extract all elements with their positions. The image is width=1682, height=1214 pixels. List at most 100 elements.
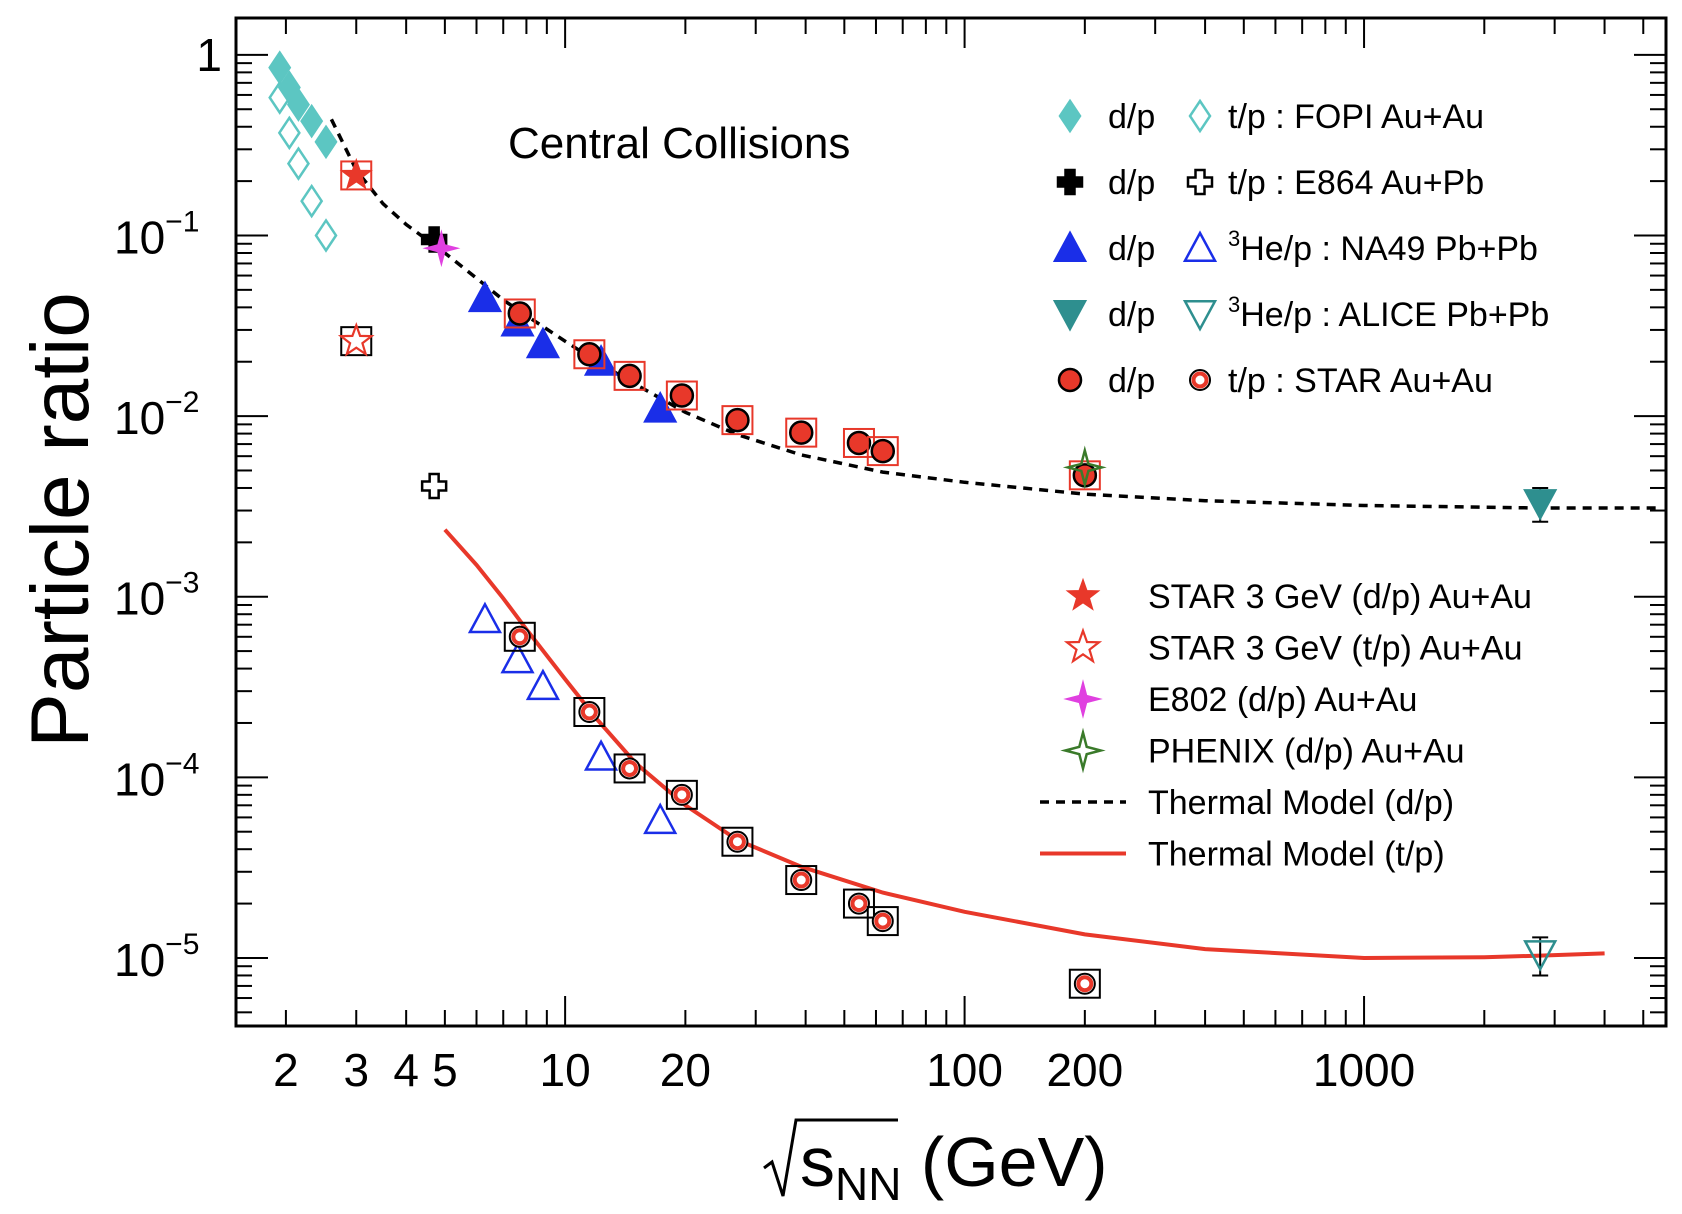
star-d-p-sys-box (1068, 460, 1101, 491)
legend-marker (1065, 577, 1101, 611)
legend-marker-b (1186, 168, 1214, 196)
thermal-model-tp-curve (443, 528, 1605, 961)
y-tick-label-exponent: −3 (165, 567, 199, 600)
star-t-p-point-inner (1076, 975, 1094, 993)
x-label-s: s (800, 1123, 835, 1201)
y-tick-label: 10−3 (114, 567, 199, 625)
legend-marker-b (1182, 230, 1218, 262)
na49-d-p-point (525, 326, 561, 359)
legend-label-b: 3He/p : NA49 Pb+Pb (1228, 226, 1538, 268)
x-axis-label: sNN (GeV) (763, 1118, 1108, 1210)
x-tick-label: 200 (1046, 1044, 1123, 1096)
star-d-p-point (725, 407, 750, 433)
legend-bottom-right: STAR 3 GeV (d/p) Au+Au STAR 3 GeV (t/p) A… (1040, 577, 1532, 874)
star-3-gev-d-p-au-au-point (339, 157, 373, 190)
na49-3he-p-point (525, 668, 561, 701)
fopi-t-p-point (268, 80, 292, 115)
x-tick-label: 4 (393, 1044, 419, 1096)
star-d-p-point (507, 301, 533, 326)
y-axis-label: Particle ratio (15, 292, 106, 748)
legend-marker-a (1057, 367, 1083, 393)
legend-label-b: t/p : FOPI Au+Au (1228, 98, 1484, 136)
star-d-p-point (788, 420, 814, 445)
legend-label: Thermal Model (t/p) (1148, 836, 1445, 874)
star-t-p-point-inner (621, 759, 639, 777)
na49-3he-p-point (467, 601, 503, 634)
fopi-t-p-point (286, 146, 310, 181)
x-tick-label: 1000 (1313, 1044, 1415, 1096)
star-d-p-sys-box (573, 339, 606, 370)
y-tick-label-exponent: −1 (165, 205, 199, 238)
star-t-p-sys-box (842, 888, 875, 919)
phenix-d-p-au-au-point (1062, 445, 1107, 490)
y-tick-label-exponent: −2 (165, 386, 199, 419)
star-d-p-sys-box (866, 436, 899, 467)
alice-d-p-point (1523, 489, 1558, 521)
y-tick-label: 10−4 (114, 747, 199, 805)
x-tick-label: 2 (273, 1044, 299, 1096)
fopi-d-p-point (286, 87, 310, 122)
star-d-p-sys-box (785, 417, 818, 448)
star-d-p-sys-box (665, 380, 698, 411)
y-tick-label-base: 10 (114, 211, 165, 263)
legend-label-a: d/p (1108, 164, 1155, 202)
na49-3he-p-point (643, 802, 678, 835)
fopi-d-p-point (300, 103, 324, 139)
legend-superscript: 3 (1228, 292, 1240, 317)
y-tick-label-base: 10 (114, 934, 165, 986)
star-d-p-sys-box (613, 360, 646, 391)
x-tick-label: 10 (540, 1044, 591, 1096)
x-label-unit: (GeV) (901, 1123, 1107, 1201)
y-tick-label: 10−2 (114, 386, 199, 444)
legend-top-right: d/p t/p : FOPI Au+Au d/p t/p : E864 Au+Pb d/… (1052, 98, 1549, 400)
star-t-p-sys-box (785, 865, 818, 896)
legend-label-a: d/p (1108, 98, 1155, 136)
legend-label: STAR 3 GeV (t/p) Au+Au (1148, 630, 1522, 668)
star-t-p-point-inner (850, 895, 868, 913)
star-3-gev-t-p-au-au-point (337, 321, 375, 357)
y-tick-label-base: 10 (114, 753, 165, 805)
legend-marker-a (1058, 98, 1082, 134)
star-t-p-point-inner (673, 786, 691, 804)
star-d-p-sys-box (503, 298, 536, 329)
e802-d-p-au-au-point (422, 229, 461, 268)
legend-marker (1063, 679, 1103, 719)
legend-label-text: He/p : ALICE Pb+Pb (1240, 296, 1549, 334)
x-tick-label: 20 (660, 1044, 711, 1096)
legend-label-a: d/p (1108, 296, 1155, 334)
star-t-p-point-inner (580, 703, 598, 721)
svg-text:sNN (GeV): sNN (GeV) (800, 1123, 1108, 1210)
legend-label-b: 3He/p : ALICE Pb+Pb (1228, 292, 1549, 334)
legend-label-b: t/p : E864 Au+Pb (1228, 164, 1484, 202)
star-d-p-point (669, 383, 695, 408)
star-d-p-point (846, 430, 872, 456)
legend-marker-b (1188, 98, 1212, 134)
legend-marker-a (1056, 168, 1084, 196)
na49-3he-p-point (583, 739, 619, 771)
star-d-p-sys-box (721, 405, 754, 436)
legend-marker (1060, 727, 1106, 774)
alice-3he-p-point (1523, 940, 1558, 972)
star-t-p-sys-box (721, 826, 754, 857)
x-tick-label: 5 (432, 1044, 458, 1096)
star-d-p-point (617, 363, 642, 389)
na49-3he-p-point (500, 641, 535, 674)
star-d-p-point (870, 438, 896, 464)
star-t-p-sys-box (613, 753, 646, 784)
star-t-p-point-inner (792, 871, 810, 889)
star-t-p-sys-box (665, 779, 698, 810)
star-t-p-sys-box (573, 697, 606, 728)
fopi-t-p-point (314, 218, 338, 253)
x-tick-label: 3 (343, 1044, 369, 1096)
radical-sign (763, 1118, 898, 1197)
data-points (268, 50, 1558, 999)
star-t-p-sys-box (866, 906, 899, 937)
x-tick-labels: 2 3 4 5 10 20 100 200 1000 (273, 1044, 1415, 1096)
legend-label-a: d/p (1108, 362, 1155, 400)
star-d-p-point (577, 342, 602, 367)
star-t-p-point-inner (511, 628, 529, 646)
legend-label: Thermal Model (d/p) (1148, 784, 1454, 822)
legend-marker-a (1052, 230, 1088, 262)
y-tick-label-exponent: −5 (165, 928, 199, 961)
y-tick-label: 10−5 (114, 928, 199, 986)
